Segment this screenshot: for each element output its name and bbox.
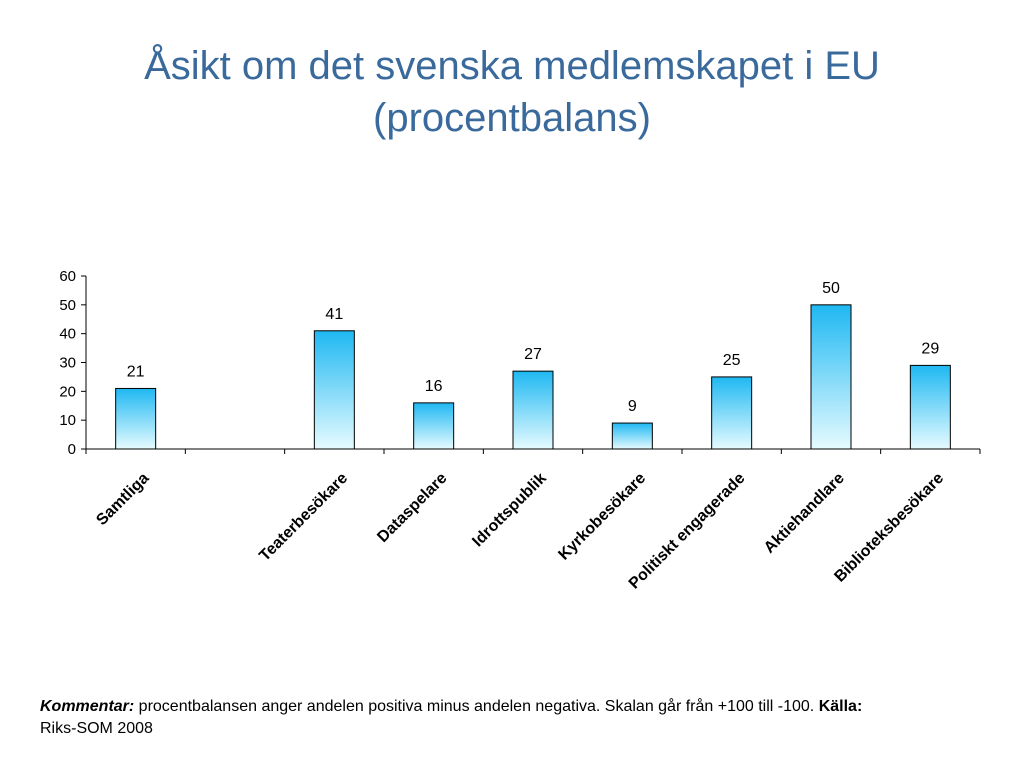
- data-label: 9: [628, 398, 637, 415]
- comment-label: Kommentar:: [40, 698, 135, 715]
- bar: [413, 402, 455, 450]
- footnote: Kommentar: procentbalansen anger andelen…: [40, 696, 900, 740]
- y-tick-label: 40: [59, 326, 76, 343]
- data-label: 29: [921, 340, 939, 357]
- bar: [313, 330, 355, 450]
- y-tick-label: 10: [59, 412, 76, 429]
- chart-bars: [115, 304, 951, 450]
- x-tick-label: Samtliga: [93, 470, 152, 529]
- chart-title: Åsikt om det svenska medlemskapet i EU (…: [0, 40, 1024, 144]
- bar: [611, 422, 653, 450]
- x-tick-label: Kyrkobesökare: [555, 470, 649, 564]
- y-tick-label: 50: [59, 297, 76, 314]
- title-line-1: Åsikt om det svenska medlemskapet i EU: [144, 44, 880, 88]
- source-label: Källa:: [818, 698, 863, 715]
- bar: [512, 370, 554, 450]
- data-label: 25: [723, 352, 741, 369]
- data-label: 50: [822, 280, 840, 297]
- x-tick-label: Dataspelare: [374, 470, 450, 546]
- x-tick-label: Idrottspublik: [469, 470, 550, 551]
- bar: [909, 364, 951, 450]
- source-text: Riks-SOM 2008: [40, 720, 153, 737]
- y-tick-label: 0: [68, 441, 76, 458]
- data-label: 41: [325, 306, 343, 323]
- data-label: 16: [425, 378, 443, 395]
- data-label: 27: [524, 346, 542, 363]
- x-tick-label: Teaterbesökare: [256, 470, 351, 565]
- bar: [810, 304, 852, 450]
- x-tick-label: Aktiehandlare: [761, 470, 848, 557]
- bar: [115, 387, 157, 450]
- comment-text: procentbalansen anger andelen positiva m…: [134, 698, 819, 715]
- data-label: 21: [127, 363, 145, 380]
- x-tick-label: Politiskt engagerade: [626, 470, 749, 593]
- bar: [711, 376, 753, 450]
- y-tick-label: 30: [59, 355, 76, 372]
- title-line-2: (procentbalans): [373, 96, 651, 140]
- x-tick-label: Biblioteksbesökare: [831, 470, 947, 586]
- y-tick-label: 20: [59, 383, 76, 400]
- y-tick-label: 60: [59, 268, 76, 285]
